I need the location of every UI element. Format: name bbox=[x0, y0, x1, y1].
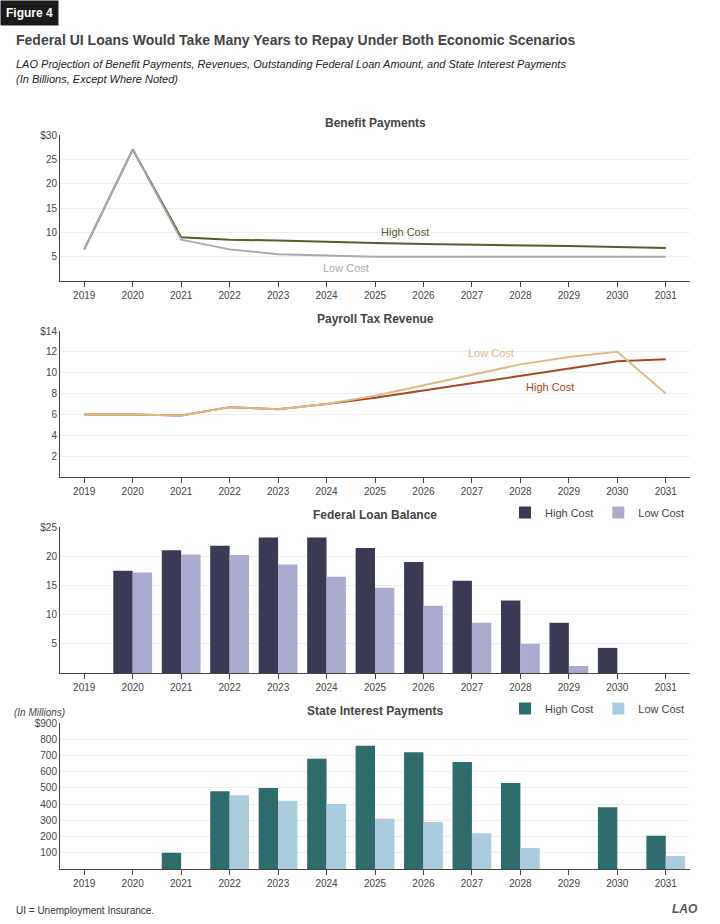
svg-text:$25: $25 bbox=[40, 522, 57, 533]
svg-text:20: 20 bbox=[46, 178, 58, 189]
svg-text:10: 10 bbox=[46, 367, 58, 378]
svg-text:2020: 2020 bbox=[122, 486, 145, 497]
svg-text:800: 800 bbox=[40, 734, 57, 745]
svg-text:2024: 2024 bbox=[315, 486, 338, 497]
svg-text:2023: 2023 bbox=[267, 682, 290, 693]
svg-text:10: 10 bbox=[46, 227, 58, 238]
svg-text:2028: 2028 bbox=[509, 486, 532, 497]
svg-text:2022: 2022 bbox=[218, 486, 241, 497]
svg-text:2028: 2028 bbox=[509, 682, 532, 693]
svg-text:Low Cost: Low Cost bbox=[468, 347, 514, 359]
svg-text:Federal Loan Balance: Federal Loan Balance bbox=[313, 508, 437, 522]
svg-text:15: 15 bbox=[46, 203, 58, 214]
svg-text:2022: 2022 bbox=[218, 878, 241, 889]
svg-text:(In Billions, Except Where Not: (In Billions, Except Where Noted) bbox=[16, 73, 178, 85]
svg-text:600: 600 bbox=[40, 766, 57, 777]
svg-text:$900: $900 bbox=[35, 718, 58, 729]
svg-text:300: 300 bbox=[40, 815, 57, 826]
svg-text:2031: 2031 bbox=[655, 682, 678, 693]
svg-text:2019: 2019 bbox=[73, 878, 96, 889]
svg-text:(In Millions): (In Millions) bbox=[14, 707, 65, 718]
svg-text:LAO: LAO bbox=[672, 902, 698, 916]
svg-text:2025: 2025 bbox=[364, 682, 387, 693]
svg-text:2019: 2019 bbox=[73, 682, 96, 693]
svg-text:Low Cost: Low Cost bbox=[323, 262, 369, 274]
svg-text:2030: 2030 bbox=[606, 878, 629, 889]
svg-text:2027: 2027 bbox=[461, 878, 484, 889]
svg-text:High Cost: High Cost bbox=[526, 381, 574, 393]
svg-text:2029: 2029 bbox=[558, 682, 581, 693]
svg-text:2030: 2030 bbox=[606, 682, 629, 693]
svg-text:2023: 2023 bbox=[267, 486, 290, 497]
svg-text:2024: 2024 bbox=[315, 682, 338, 693]
svg-text:Figure 4: Figure 4 bbox=[6, 6, 53, 20]
svg-text:2020: 2020 bbox=[122, 878, 145, 889]
svg-text:Low Cost: Low Cost bbox=[638, 507, 684, 519]
svg-text:Payroll Tax Revenue: Payroll Tax Revenue bbox=[317, 312, 434, 326]
svg-text:2028: 2028 bbox=[509, 878, 532, 889]
svg-text:2024: 2024 bbox=[315, 878, 338, 889]
svg-text:15: 15 bbox=[46, 580, 58, 591]
svg-text:2030: 2030 bbox=[606, 486, 629, 497]
svg-text:2030: 2030 bbox=[606, 290, 629, 301]
svg-text:2020: 2020 bbox=[122, 682, 145, 693]
svg-text:2023: 2023 bbox=[267, 290, 290, 301]
svg-text:2019: 2019 bbox=[73, 486, 96, 497]
svg-text:10: 10 bbox=[46, 609, 58, 620]
svg-text:Low Cost: Low Cost bbox=[638, 703, 684, 715]
svg-text:2019: 2019 bbox=[73, 290, 96, 301]
svg-text:2021: 2021 bbox=[170, 486, 193, 497]
svg-text:LAO Projection of Benefit Paym: LAO Projection of Benefit Payments, Reve… bbox=[16, 58, 566, 70]
svg-text:High Cost: High Cost bbox=[545, 703, 593, 715]
svg-text:2025: 2025 bbox=[364, 878, 387, 889]
svg-text:700: 700 bbox=[40, 750, 57, 761]
svg-text:2021: 2021 bbox=[170, 682, 193, 693]
svg-text:2026: 2026 bbox=[412, 486, 435, 497]
svg-text:2031: 2031 bbox=[655, 878, 678, 889]
svg-text:2020: 2020 bbox=[122, 290, 145, 301]
svg-text:2025: 2025 bbox=[364, 486, 387, 497]
svg-text:8: 8 bbox=[51, 388, 57, 399]
svg-text:2021: 2021 bbox=[170, 878, 193, 889]
svg-text:2029: 2029 bbox=[558, 486, 581, 497]
svg-text:2031: 2031 bbox=[655, 290, 678, 301]
svg-text:12: 12 bbox=[46, 346, 58, 357]
svg-text:500: 500 bbox=[40, 782, 57, 793]
svg-text:2031: 2031 bbox=[655, 486, 678, 497]
svg-text:High Cost: High Cost bbox=[381, 226, 429, 238]
svg-text:Federal UI Loans Would Take Ma: Federal UI Loans Would Take Many Years t… bbox=[16, 32, 576, 48]
svg-text:2022: 2022 bbox=[218, 682, 241, 693]
svg-text:High Cost: High Cost bbox=[545, 507, 593, 519]
svg-text:2027: 2027 bbox=[461, 290, 484, 301]
svg-text:2021: 2021 bbox=[170, 290, 193, 301]
svg-text:2022: 2022 bbox=[218, 290, 241, 301]
svg-text:2028: 2028 bbox=[509, 290, 532, 301]
svg-text:6: 6 bbox=[51, 409, 57, 420]
svg-text:400: 400 bbox=[40, 799, 57, 810]
svg-text:2025: 2025 bbox=[364, 290, 387, 301]
svg-text:UI = Unemployment Insurance.: UI = Unemployment Insurance. bbox=[16, 905, 154, 916]
svg-text:2029: 2029 bbox=[558, 878, 581, 889]
svg-text:4: 4 bbox=[51, 430, 57, 441]
svg-text:2023: 2023 bbox=[267, 878, 290, 889]
svg-text:25: 25 bbox=[46, 154, 58, 165]
svg-text:5: 5 bbox=[51, 251, 57, 262]
svg-text:2: 2 bbox=[51, 451, 57, 462]
svg-text:2026: 2026 bbox=[412, 290, 435, 301]
svg-text:100: 100 bbox=[40, 847, 57, 858]
svg-text:$14: $14 bbox=[40, 326, 57, 337]
svg-text:State Interest Payments: State Interest Payments bbox=[307, 704, 443, 718]
svg-text:2027: 2027 bbox=[461, 682, 484, 693]
svg-text:2027: 2027 bbox=[461, 486, 484, 497]
svg-text:2026: 2026 bbox=[412, 878, 435, 889]
svg-text:2024: 2024 bbox=[315, 290, 338, 301]
svg-text:Benefit Payments: Benefit Payments bbox=[325, 116, 426, 130]
svg-text:2026: 2026 bbox=[412, 682, 435, 693]
svg-text:$30: $30 bbox=[40, 130, 57, 141]
svg-text:2029: 2029 bbox=[558, 290, 581, 301]
svg-text:200: 200 bbox=[40, 831, 57, 842]
svg-text:5: 5 bbox=[51, 638, 57, 649]
svg-text:20: 20 bbox=[46, 551, 58, 562]
